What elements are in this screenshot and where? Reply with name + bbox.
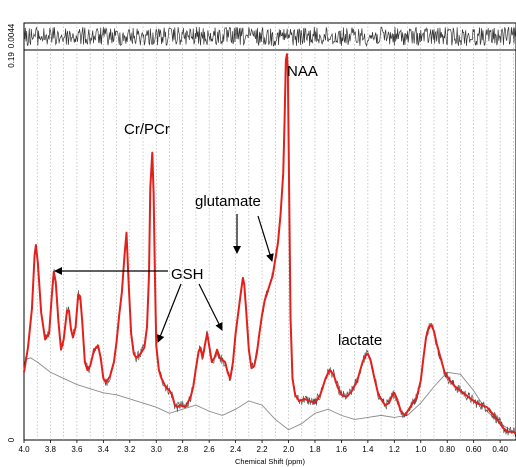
- annotation-gsh: GSH: [171, 266, 204, 283]
- x-tick-label: 2.6: [204, 445, 216, 454]
- baseline-curve: [23, 357, 516, 435]
- x-tick-label: 3.0: [151, 445, 163, 454]
- x-tick-label: 4.0: [18, 445, 30, 454]
- annotation-cr-pcr: Cr/PCr: [124, 121, 170, 138]
- x-tick-label: 3.8: [45, 445, 57, 454]
- x-tick-label: 1.4: [362, 445, 374, 454]
- x-tick-label: 3.4: [98, 445, 110, 454]
- main-ytick-zero-label: 0: [7, 437, 16, 442]
- x-tick-label: 3.6: [71, 445, 83, 454]
- x-axis-label: Chemical Shift (ppm): [235, 457, 306, 466]
- x-tick-label: 3.2: [124, 445, 136, 454]
- x-tick-label: 0.80: [439, 445, 455, 454]
- residual-ytick-label: 0.0044: [7, 23, 16, 48]
- x-tick-label: 1.6: [336, 445, 348, 454]
- raw-data-trace: [23, 56, 516, 437]
- x-tick-label: 2.8: [177, 445, 189, 454]
- x-tick-label: 1.8: [309, 445, 321, 454]
- x-tick-label: 0.40: [492, 445, 508, 454]
- residual-trace: [23, 26, 516, 48]
- arrow-gsh-down: [156, 283, 182, 343]
- arrow-glutamate-2: [257, 215, 274, 262]
- annotation-lactate: lactate: [338, 332, 382, 349]
- x-tick-label: 1.0: [415, 445, 427, 454]
- x-tick-label: 0.60: [466, 445, 482, 454]
- x-tick-label: 2.0: [283, 445, 295, 454]
- main-panel-frame: [23, 49, 516, 441]
- x-tick-label: 1.2: [389, 445, 401, 454]
- x-axis-ticks: 4.0 3.8 3.6 3.4 3.2 3.0 2.8 2.6 2.4 2.2 2.0 1.8 1.6 1…: [18, 440, 508, 454]
- fit-curve: [23, 53, 516, 435]
- arrow-gsh-right: [198, 283, 223, 331]
- x-tick-label: 2.4: [230, 445, 242, 454]
- x-tick-label: 2.2: [257, 445, 269, 454]
- annotation-naa: NAA: [287, 63, 318, 80]
- annotation-glutamate: glutamate: [195, 193, 261, 210]
- main-ytick-top-label: 0.19: [7, 52, 16, 68]
